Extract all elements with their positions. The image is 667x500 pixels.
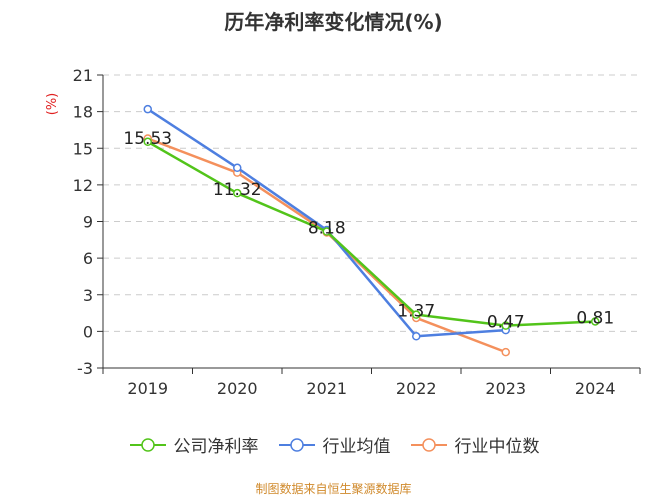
data-point: [501, 347, 510, 357]
data-labels: 15.53 11.32 8.18 1.37 0.47 0.81: [123, 129, 614, 333]
y-tick-label: 6: [83, 249, 93, 268]
axes: [97, 74, 641, 374]
data-label: 8.18: [308, 219, 346, 239]
source-note: 制图数据来自恒生聚源数据库: [255, 482, 412, 496]
series-line-0: [147, 140, 596, 327]
data-point: [143, 104, 152, 114]
legend-item[interactable]: 行业中位数: [409, 432, 540, 457]
legend: 公司净利率 行业均值 行业中位数: [0, 432, 667, 457]
x-tick-label: 2024: [575, 379, 616, 398]
legend-item[interactable]: 行业均值: [277, 432, 391, 457]
y-tick-label: 9: [83, 213, 93, 232]
x-tick-label: 2022: [396, 379, 437, 398]
data-point: [412, 332, 421, 341]
legend-swatch: [278, 437, 315, 452]
data-point: [501, 321, 510, 330]
data-point: [233, 163, 242, 173]
y-tick-label: 3: [83, 286, 93, 305]
data-point: [591, 317, 600, 326]
y-tick-label: 0: [83, 322, 93, 341]
y-axis-unit-label: (%): [45, 93, 60, 116]
data-point: [322, 227, 331, 236]
data-label: 1.37: [397, 302, 435, 322]
series-lines: [143, 104, 600, 357]
data-point: [143, 137, 152, 147]
data-label: 11.32: [213, 180, 262, 200]
legend-swatch: [410, 437, 447, 452]
chart-title: 历年净利率变化情况(%): [224, 10, 443, 34]
data-label: 15.53: [123, 129, 172, 149]
y-tick-label: 12: [73, 176, 93, 195]
y-tick-label: 21: [73, 66, 93, 85]
legend-swatch: [129, 437, 166, 452]
data-point: [233, 188, 242, 198]
legend-label: 行业均值: [322, 437, 391, 457]
y-tick-label: 15: [73, 139, 93, 158]
data-label: 0.81: [576, 308, 614, 328]
legend-label: 公司净利率: [173, 437, 259, 457]
x-tick-label: 2020: [217, 379, 258, 398]
x-tick-label: 2023: [485, 379, 526, 398]
x-tick-labels: 2019 2020 2021 2022 2023 2024: [127, 379, 615, 398]
y-tick-label: -3: [77, 359, 93, 378]
y-tick-label: 18: [73, 103, 93, 122]
x-tick-label: 2019: [127, 379, 168, 398]
legend-item[interactable]: 公司净利率: [128, 432, 259, 457]
legend-label: 行业中位数: [454, 437, 540, 457]
x-tick-label: 2021: [306, 379, 347, 398]
y-tick-labels: 21 18 15 12 9 6 3 0 -3: [73, 66, 93, 378]
data-label: 0.47: [487, 313, 525, 333]
data-point: [412, 310, 421, 319]
